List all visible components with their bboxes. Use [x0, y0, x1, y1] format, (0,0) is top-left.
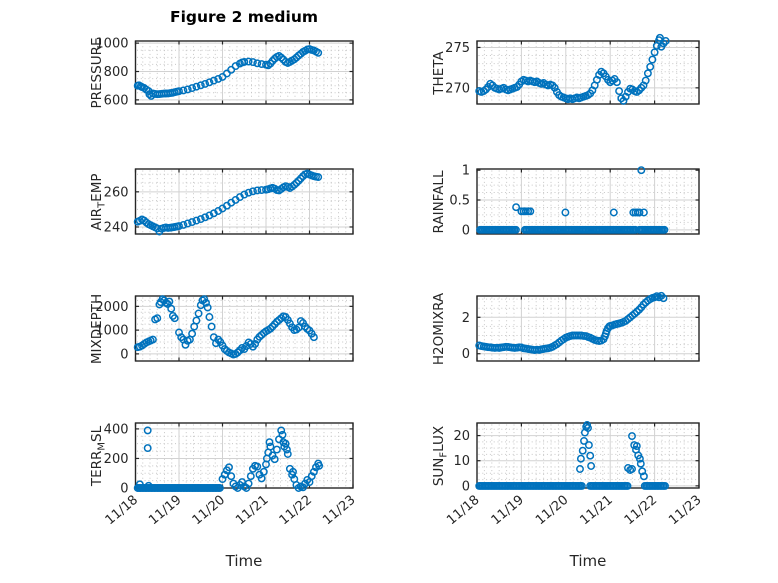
y-tick-label: 260 — [104, 185, 129, 200]
y-tick-label: 1000 — [95, 37, 128, 52]
markers-rainfall — [476, 166, 669, 234]
y-tick-label: 0 — [120, 347, 128, 362]
y-tick-label: 400 — [104, 422, 129, 437]
plot-mixdepth: 0 1000 2000 — [95, 295, 354, 362]
plot-air-temp: 240 260 — [104, 168, 354, 236]
y-tick-label: 0 — [462, 223, 470, 238]
plot-h2omixra: 02 — [462, 291, 700, 362]
y-tick-label: 0 — [462, 479, 470, 494]
x-tick-label: 11/19 — [146, 493, 184, 529]
x-tick-label: 11/22 — [622, 493, 660, 529]
y-tick-label: 600 — [104, 93, 129, 108]
x-tick-label: 11/21 — [233, 493, 271, 529]
markers-theta — [475, 33, 670, 105]
y-tick-label: 0 — [120, 482, 128, 497]
y-tick-label: 10 — [453, 454, 470, 469]
y-tick-label: 20 — [453, 429, 470, 444]
y-tick-label: 200 — [104, 452, 129, 467]
x-tick-label: 11/22 — [277, 493, 315, 529]
x-tick-label: 11/23 — [320, 493, 358, 529]
x-tick-label: 11/21 — [577, 493, 615, 529]
y-tick-label: 0.5 — [449, 194, 470, 209]
x-tick-label: 11/18 — [444, 493, 482, 529]
x-tick-label: 11/20 — [533, 493, 571, 529]
markers-air-temp — [133, 169, 323, 236]
markers-h2omixra — [475, 291, 668, 355]
plot-pressure: 600 800 1000 — [95, 37, 354, 108]
plot-rainfall: 00.51 — [449, 164, 700, 238]
x-tick-label: 11/23 — [666, 493, 704, 529]
markers-mixdepth — [133, 295, 318, 359]
xlabel-time-right: Time — [569, 552, 607, 570]
y-tick-label: 800 — [104, 65, 129, 80]
x-tick-label: 11/18 — [103, 493, 141, 529]
y-tick-label: 240 — [104, 220, 129, 235]
x-tick-label: 11/19 — [489, 493, 527, 529]
plot-theta: 270 275 — [445, 33, 700, 105]
y-tick-label: 2000 — [95, 300, 128, 315]
y-tick-label: 0 — [462, 347, 470, 362]
markers-terr-msl — [133, 426, 324, 492]
y-tick-label: 2 — [462, 311, 470, 326]
plot-sun-flux: 0 10 20 11/18 11/19 11/20 11/21 11/22 11/23 — [444, 421, 705, 529]
xlabel-time-left: Time — [225, 552, 263, 570]
markers-sun-flux — [475, 421, 669, 490]
y-tick-label: 270 — [445, 81, 470, 96]
x-tick-label: 11/20 — [190, 493, 228, 529]
figure-title: Figure 2 medium — [169, 8, 319, 26]
y-tick-label: 1000 — [95, 324, 128, 339]
y-tick-label: 1 — [462, 164, 470, 179]
y-tick-label: 275 — [445, 41, 470, 56]
markers-pressure — [133, 45, 323, 100]
plot-terr-msl: 0 200 400 11/18 11/19 11/20 11/21 11/22 11/23 — [103, 422, 359, 528]
